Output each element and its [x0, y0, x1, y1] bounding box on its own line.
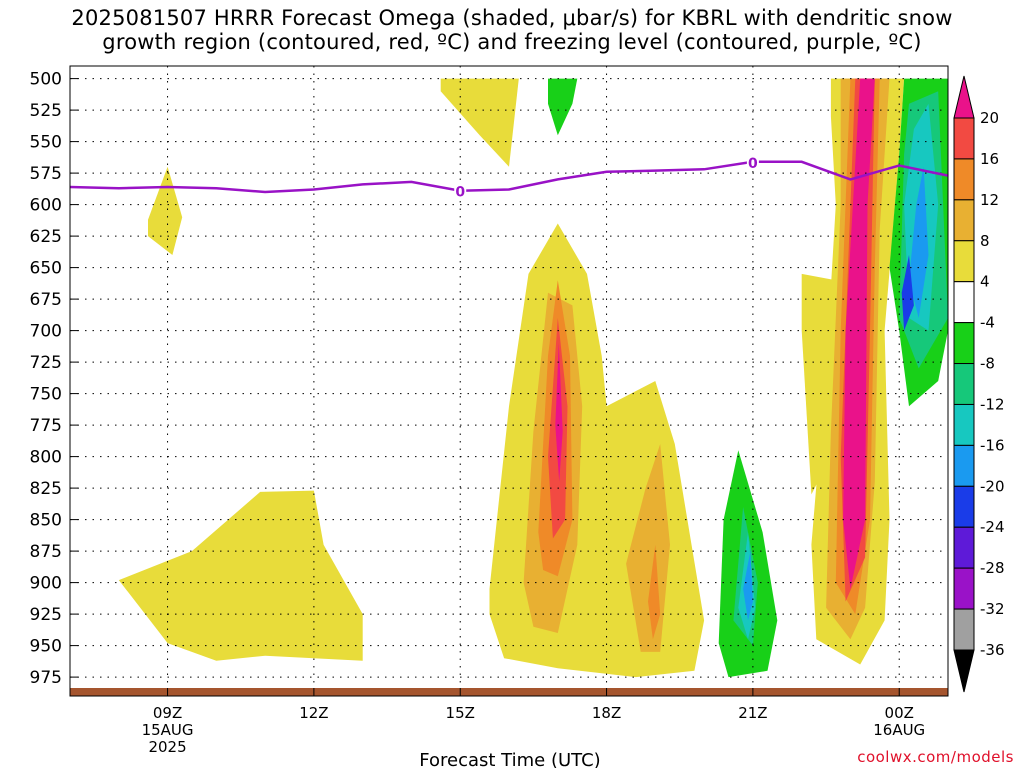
y-tick-label: 775	[30, 416, 62, 436]
omega-region-25	[743, 551, 753, 621]
omega-region-21	[901, 255, 914, 331]
colorbar-label: -8	[980, 355, 995, 373]
colorbar: 20 16 12 8 4 -4 -8 -12 -16 -20 -24 -28 -32 -36	[953, 75, 1005, 693]
freezing-level-label: 0	[748, 156, 758, 172]
x-tick-label: 09Z	[153, 704, 182, 722]
omega-region-9	[555, 343, 563, 482]
colorbar-bin	[953, 117, 975, 160]
x-axis-title: Forecast Time (UTC)	[419, 750, 600, 768]
omega-region-20	[909, 166, 929, 318]
x-tick-sublabel-date: 15AUG	[142, 721, 194, 739]
x-tick-label: 21Z	[738, 704, 767, 722]
colorbar-bin	[953, 485, 975, 528]
y-tick-label: 625	[30, 227, 62, 247]
freezing-level-label: 0	[455, 185, 465, 201]
y-tick-label: 750	[30, 385, 62, 405]
colorbar-bin	[953, 158, 975, 201]
y-tick-label: 725	[30, 353, 62, 373]
colorbar-bin	[953, 444, 975, 487]
colorbar-label: -16	[980, 436, 1005, 454]
y-tick-label: 525	[30, 101, 62, 121]
freezing-label-bg	[746, 153, 759, 170]
y-axis: 500 525 550 575 600 625 650 675 700 725 750 775 800 8…	[30, 70, 78, 688]
y-tick-label: 850	[30, 511, 62, 531]
colorbar-bin	[953, 363, 975, 405]
colorbar-bin	[953, 322, 975, 365]
chart-title-line2: growth region (contoured, red, ºC) and f…	[102, 30, 922, 54]
y-tick-label: 500	[30, 70, 62, 90]
x-tick-label: 12Z	[299, 704, 328, 722]
plot-frame	[69, 65, 949, 697]
x-tick-label: 00Z	[885, 704, 914, 722]
omega-region-4	[489, 223, 705, 678]
colorbar-label: -12	[980, 395, 1005, 413]
colorbar-label: 20	[980, 109, 999, 127]
freezing-level-line	[69, 160, 949, 194]
x-tick-label: 18Z	[592, 704, 621, 722]
y-tick-label: 950	[30, 637, 62, 657]
y-tick-label: 675	[30, 290, 62, 310]
colorbar-label: -4	[980, 314, 995, 332]
chart-title: 2025081507 HRRR Forecast Omega (shaded, …	[0, 6, 1024, 54]
credit-text: coolwx.com/models	[857, 748, 1014, 766]
y-tick-label: 575	[30, 164, 62, 184]
colorbar-bin	[953, 281, 975, 324]
colorbar-bin	[953, 567, 975, 610]
colorbar-label: 16	[980, 150, 999, 168]
colorbar-label: -32	[980, 600, 1005, 618]
y-tick-label: 550	[30, 133, 62, 153]
omega-region-0	[440, 78, 519, 167]
colorbar-bin	[953, 240, 975, 283]
omega-region-2	[148, 166, 183, 255]
colorbar-bin	[953, 608, 975, 651]
y-tick-label: 650	[30, 259, 62, 279]
x-tick-label: 15Z	[446, 704, 475, 722]
x-tick-sublabel-year: 2025	[148, 738, 186, 756]
colorbar-label: 4	[980, 273, 990, 291]
y-tick-label: 975	[30, 668, 62, 688]
colorbar-label: 8	[980, 232, 990, 250]
colorbar-bin	[953, 403, 975, 446]
omega-region-16	[843, 78, 875, 589]
y-tick-label: 800	[30, 448, 62, 468]
y-tick-label: 925	[30, 605, 62, 625]
colorbar-bottom-arrow	[953, 649, 975, 693]
colorbar-label: -20	[980, 477, 1005, 495]
y-tick-label: 700	[30, 322, 62, 342]
y-tick-label: 825	[30, 479, 62, 499]
chart-title-line1: 2025081507 HRRR Forecast Omega (shaded, …	[71, 6, 953, 30]
ground-strip	[70, 688, 948, 696]
colorbar-bin	[953, 199, 975, 242]
colorbar-bin	[953, 526, 975, 569]
colorbar-label: 12	[980, 191, 999, 209]
omega-region-10	[648, 544, 661, 640]
omega-shading	[118, 78, 948, 678]
colorbar-top-arrow	[953, 75, 975, 119]
y-tick-label: 600	[30, 196, 62, 216]
colorbar-label: -24	[980, 518, 1005, 536]
omega-region-3	[118, 490, 363, 661]
freezing-level-contour: 00	[69, 153, 949, 201]
y-tick-label: 875	[30, 542, 62, 562]
colorbar-label: -28	[980, 559, 1005, 577]
omega-region-1	[548, 78, 578, 136]
colorbar-label: -36	[980, 641, 1005, 659]
y-tick-label: 900	[30, 574, 62, 594]
x-tick-sublabel-date: 16AUG	[873, 721, 925, 739]
freezing-label-bg	[454, 182, 467, 199]
